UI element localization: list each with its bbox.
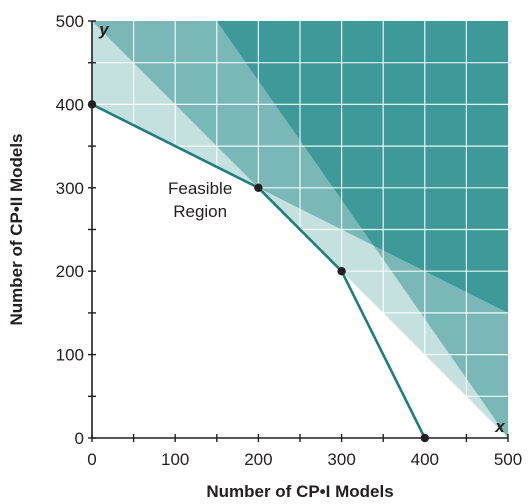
x-axis-label: Number of CP•I Models <box>206 482 393 501</box>
vertex-points <box>87 100 429 443</box>
x-tick-label-400: 400 <box>411 450 439 469</box>
x-tick-label-0: 0 <box>87 450 96 469</box>
vertex-point-400-0 <box>420 433 429 443</box>
x-axis-letter: x <box>494 417 506 436</box>
x-tick-label-100: 100 <box>161 450 189 469</box>
x-tick-label-300: 300 <box>327 450 355 469</box>
vertex-point-200-300 <box>254 183 263 192</box>
y-tick-label-200: 200 <box>56 262 84 281</box>
y-axis-letter: y <box>98 20 110 39</box>
tick-labels: 0 100 200 300 400 500 0 100 200 300 400 500 <box>56 12 523 469</box>
y-tick-label-500: 500 <box>56 12 84 31</box>
y-tick-label-100: 100 <box>56 346 84 365</box>
y-tick-label-0: 0 <box>75 429 84 448</box>
vertex-point-0-400 <box>87 100 97 109</box>
y-tick-label-300: 300 <box>56 179 84 198</box>
y-tick-label-400: 400 <box>56 95 84 114</box>
x-tick-label-500: 500 <box>494 450 522 469</box>
boundary-line <box>91 103 426 439</box>
overlap-region-all <box>216 21 509 313</box>
region-label-line1: Feasible <box>168 179 232 198</box>
x-tick-label-200: 200 <box>244 450 272 469</box>
vertex-point-300-200 <box>337 267 346 276</box>
feasible-boundary <box>91 103 426 439</box>
region-label-line2: Region <box>173 202 227 221</box>
y-axis-label: Number of CP•II Models <box>7 133 26 325</box>
